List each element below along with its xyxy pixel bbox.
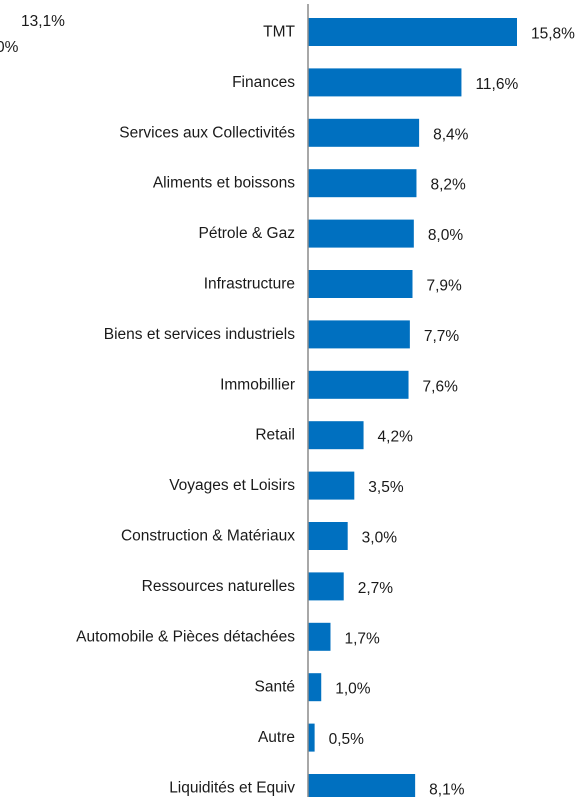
category-label-petrole-and-gaz: Pétrole & Gaz	[199, 225, 296, 242]
category-label-finances: Finances	[232, 74, 295, 91]
category-label-tmt: TMT	[263, 24, 295, 41]
category-label-voyages-et-loisirs: Voyages et Loisirs	[169, 477, 295, 494]
stray-label-top: 13,1%	[21, 13, 65, 30]
category-label-liquidites-et-equiv: Liquidités et Equiv	[169, 780, 295, 797]
bar-construction-and-materiaux	[308, 522, 348, 550]
stray-label-left: 0%	[0, 39, 19, 56]
value-label-sante: 1,0%	[335, 681, 371, 698]
bar-liquidites-et-equiv	[308, 774, 416, 797]
value-label-aliments-et-boissons: 8,2%	[430, 177, 466, 194]
value-label-infrastructure: 7,9%	[427, 278, 463, 295]
value-label-biens-et-services-industriels: 7,7%	[424, 328, 460, 345]
value-label-immobillier: 7,6%	[423, 378, 459, 395]
category-label-immobillier: Immobillier	[220, 376, 295, 393]
bar-tmt	[308, 18, 517, 46]
bar-immobillier	[308, 370, 409, 399]
value-label-finances: 11,6%	[475, 76, 518, 93]
category-label-infrastructure: Infrastructure	[204, 276, 295, 293]
bar-biens-et-services-industriels	[308, 320, 410, 349]
bar-autre	[308, 723, 315, 752]
bar-ressources-naturelles	[308, 572, 344, 601]
bars-layer: TMT 15,8% Finances 11,6% Services aux Collec…	[76, 18, 575, 797]
category-label-construction-and-materiaux: Construction & Matériaux	[121, 528, 295, 545]
value-label-voyages-et-loisirs: 3,5%	[368, 479, 404, 496]
bar-services-aux-collectivites	[308, 118, 420, 147]
value-label-construction-and-materiaux: 3,0%	[362, 530, 398, 547]
category-label-ressources-naturelles: Ressources naturelles	[142, 578, 296, 595]
value-label-petrole-and-gaz: 8,0%	[428, 227, 464, 244]
value-label-autre: 0,5%	[329, 731, 365, 748]
bar-petrole-and-gaz	[308, 219, 414, 248]
category-label-automobile-and-pieces-detachees: Automobile & Pièces détachées	[76, 628, 295, 645]
value-label-tmt: 15,8%	[531, 26, 575, 43]
value-label-retail: 4,2%	[378, 429, 414, 446]
bar-infrastructure	[308, 270, 413, 298]
bar-retail	[308, 421, 364, 450]
category-label-autre: Autre	[258, 729, 295, 746]
value-label-automobile-and-pieces-detachees: 1,7%	[344, 630, 380, 647]
value-label-liquidites-et-equiv: 8,1%	[429, 782, 465, 797]
category-label-services-aux-collectivites: Services aux Collectivités	[119, 124, 295, 141]
value-label-services-aux-collectivites: 8,4%	[433, 126, 469, 143]
value-label-ressources-naturelles: 2,7%	[358, 580, 394, 597]
bar-finances	[308, 68, 462, 97]
bar-sante	[308, 673, 322, 702]
category-label-retail: Retail	[255, 427, 295, 444]
bar-aliments-et-boissons	[308, 169, 417, 198]
bar-automobile-and-pieces-detachees	[308, 622, 331, 651]
category-label-sante: Santé	[254, 679, 295, 696]
bar-voyages-et-loisirs	[308, 471, 355, 500]
category-label-biens-et-services-industriels: Biens et services industriels	[104, 326, 295, 343]
category-label-aliments-et-boissons: Aliments et boissons	[153, 175, 295, 192]
